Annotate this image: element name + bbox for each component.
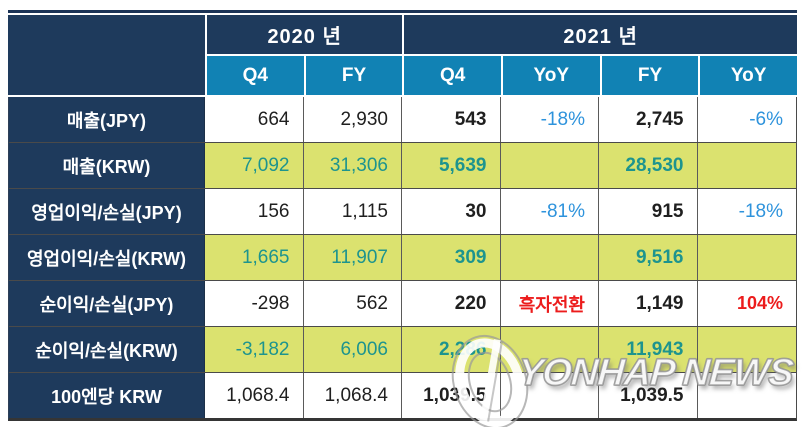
cell-2020-q4: 664 <box>205 97 304 142</box>
corner-cell <box>8 15 205 95</box>
table-top-border <box>8 10 797 13</box>
cell-2021-q4: 309 <box>402 235 501 280</box>
cell-2021-q4: 1,039.5 <box>402 373 501 418</box>
cell-2020-q4: 156 <box>205 189 304 234</box>
cell-2021-yoy-q4 <box>500 235 599 280</box>
cell-2021-yoy-fy <box>697 373 796 418</box>
cell-2020-q4: 1,068.4 <box>205 373 304 418</box>
cell-2021-yoy-q4: -81% <box>500 189 599 234</box>
year-header-2021: 2021 년 <box>404 15 797 54</box>
row-label: 순이익/손실(JPY) <box>9 281 205 326</box>
cell-2021-q4: 30 <box>402 189 501 234</box>
table-row-operating-jpy: 영업이익/손실(JPY) 156 1,115 30 -81% 915 -18% <box>9 189 796 235</box>
cell-2021-q4: 5,639 <box>402 143 501 188</box>
cell-2021-fy: 11,943 <box>599 327 698 372</box>
cell-2021-yoy-fy: -18% <box>697 189 796 234</box>
table-row-sales-krw: 매출(KRW) 7,092 31,306 5,639 28,530 <box>9 143 796 189</box>
cell-2020-fy: 562 <box>303 281 402 326</box>
cell-2021-yoy-q4 <box>500 143 599 188</box>
cell-2021-fy: 28,530 <box>599 143 698 188</box>
cell-2021-q4: 2,286 <box>402 327 501 372</box>
cell-2020-q4: 1,665 <box>205 235 304 280</box>
cell-2020-q4: -298 <box>205 281 304 326</box>
table-row-sales-jpy: 매출(JPY) 664 2,930 543 -18% 2,745 -6% <box>9 97 796 143</box>
col-header-2021-q4: Q4 <box>404 56 501 95</box>
cell-2021-q4: 543 <box>402 97 501 142</box>
cell-2021-q4: 220 <box>402 281 501 326</box>
table-row-net-krw: 순이익/손실(KRW) -3,182 6,006 2,286 11,943 <box>9 327 796 373</box>
row-label: 영업이익/손실(JPY) <box>9 189 205 234</box>
year-header-2020: 2020 년 <box>207 15 403 54</box>
table-row-net-jpy: 순이익/손실(JPY) -298 562 220 흑자전환 1,149 104% <box>9 281 796 327</box>
cell-2020-fy: 31,306 <box>303 143 402 188</box>
table-row-operating-krw: 영업이익/손실(KRW) 1,665 11,907 309 9,516 <box>9 235 796 281</box>
cell-2021-yoy-q4: 흑자전환 <box>500 281 599 326</box>
col-header-2021-fy: FY <box>601 56 699 95</box>
cell-2021-fy: 9,516 <box>599 235 698 280</box>
table-header: 2020 년 2021 년 Q4 FY Q4 YoY FY YoY <box>8 15 797 95</box>
cell-2021-yoy-q4 <box>500 327 599 372</box>
table-row-krw-per-100jpy: 100엔당 KRW 1,068.4 1,068.4 1,039.5 1,039.… <box>9 373 796 418</box>
cell-2020-fy: 11,907 <box>303 235 402 280</box>
cell-2021-yoy-fy: -6% <box>697 97 796 142</box>
cell-2020-fy: 2,930 <box>303 97 402 142</box>
cell-2021-fy: 2,745 <box>599 97 698 142</box>
row-label: 매출(KRW) <box>9 143 205 188</box>
col-header-2020-q4: Q4 <box>207 56 304 95</box>
cell-2021-yoy-fy <box>697 327 796 372</box>
col-header-2021-yoy-q4: YoY <box>502 56 600 95</box>
cell-2020-fy: 1,068.4 <box>303 373 402 418</box>
cell-2021-fy: 1,149 <box>599 281 698 326</box>
cell-2021-yoy-q4: -18% <box>500 97 599 142</box>
cell-2020-q4: 7,092 <box>205 143 304 188</box>
cell-2021-yoy-q4 <box>500 373 599 418</box>
cell-2021-yoy-fy <box>697 235 796 280</box>
row-label: 100엔당 KRW <box>9 373 205 418</box>
cell-2021-fy: 1,039.5 <box>599 373 698 418</box>
cell-2021-yoy-fy <box>697 143 796 188</box>
cell-2020-fy: 1,115 <box>303 189 402 234</box>
financial-table: 2020 년 2021 년 Q4 FY Q4 YoY FY YoY 매출(JPY… <box>8 10 797 421</box>
cell-2021-fy: 915 <box>599 189 698 234</box>
table-body: 매출(JPY) 664 2,930 543 -18% 2,745 -6% 매출(… <box>8 97 797 421</box>
cell-2020-fy: 6,006 <box>303 327 402 372</box>
col-header-2021-yoy-fy: YoY <box>700 56 797 95</box>
cell-2020-q4: -3,182 <box>205 327 304 372</box>
cell-2021-yoy-fy: 104% <box>697 281 796 326</box>
row-label: 매출(JPY) <box>9 97 205 142</box>
col-header-2020-fy: FY <box>305 56 403 95</box>
row-label: 영업이익/손실(KRW) <box>9 235 205 280</box>
row-label: 순이익/손실(KRW) <box>9 327 205 372</box>
